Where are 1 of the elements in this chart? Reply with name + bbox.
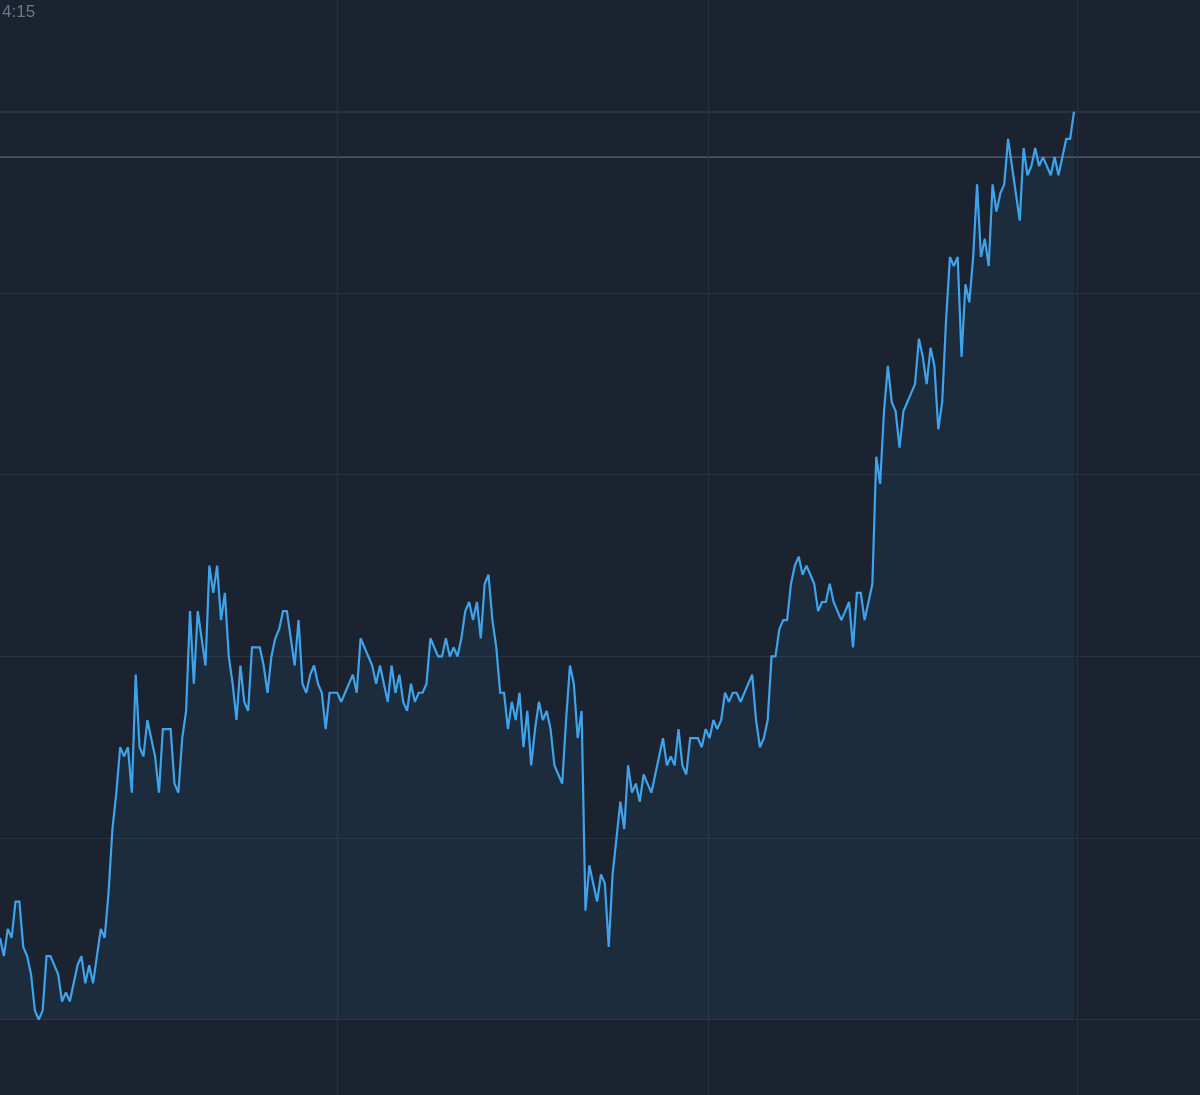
text: 4:15 — [2, 2, 36, 21]
